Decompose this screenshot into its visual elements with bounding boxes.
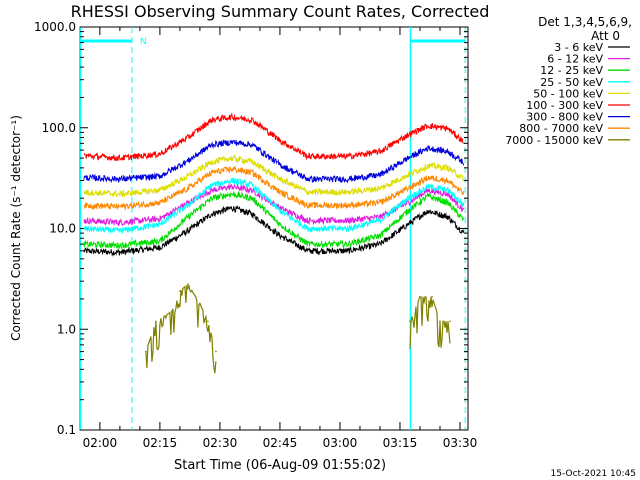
series-3-6keV: [83, 204, 465, 257]
plot-area: N 0.1 1.0 10.0 100.0 1000.0 02:00 02:15 02:30 02:…: [34, 20, 477, 450]
data-point: [199, 302, 201, 305]
legend-label: 100 - 300 keV: [526, 99, 603, 112]
series-25-50keV: [83, 177, 465, 234]
x-tick-label: 03:00: [323, 436, 358, 450]
data-point: [155, 320, 157, 323]
series-800-7000keV: [83, 165, 465, 211]
data-point: [171, 310, 173, 313]
legend-label: 3 - 6 keV: [554, 41, 603, 54]
series-300-800keV: [83, 139, 465, 184]
series-12-25keV: [83, 190, 465, 250]
legend-label: 7000 - 15000 keV: [505, 134, 603, 147]
series-line: [83, 153, 465, 199]
data-point: [439, 320, 441, 323]
data-point: [409, 320, 411, 323]
x-tick-label: 02:45: [263, 436, 298, 450]
series-line: [83, 112, 464, 162]
y-tick-label: 0.1: [57, 423, 76, 437]
series-burst-0: [145, 283, 217, 374]
series-line: [83, 139, 465, 184]
legend-label: 800 - 7000 keV: [519, 122, 603, 135]
y-tick-label: 10.0: [49, 222, 76, 236]
x-tick-label: 02:15: [143, 436, 178, 450]
data-point: [215, 350, 217, 353]
data-point: [187, 283, 189, 285]
data-point: [145, 350, 147, 353]
night-marker-label: N: [140, 37, 147, 47]
x-tick-label: 02:30: [203, 436, 238, 450]
data-point: [431, 295, 433, 298]
legend-header-line-2: Att 0: [591, 29, 620, 43]
legend-label: 25 - 50 keV: [540, 76, 603, 89]
legend-label: 12 - 25 keV: [540, 64, 603, 77]
series-100-300keV: [83, 112, 464, 162]
y-tick-label: 1000.0: [34, 20, 76, 34]
y-tick-label: 1.0: [57, 322, 76, 336]
series-line: [83, 177, 465, 234]
y-tick-label: 100.0: [42, 121, 76, 135]
series-50-100keV: [83, 153, 465, 199]
legend-label: 50 - 100 keV: [533, 87, 603, 100]
series-line: [83, 190, 465, 250]
series-burst-1: [409, 296, 451, 350]
data-point: [449, 320, 451, 323]
legend-label: 6 - 12 keV: [547, 53, 603, 66]
y-axis-label-text: Corrected Count Rate (s⁻¹ detector⁻¹): [9, 115, 23, 341]
series-line: [83, 204, 465, 257]
timestamp: 15-Oct-2021 10:45: [551, 469, 636, 479]
x-tick-label: 03:15: [383, 436, 418, 450]
data-point: [207, 320, 209, 323]
y-axis-label: Corrected Count Rate (s⁻¹ detector⁻¹): [9, 115, 23, 341]
x-tick-label: 02:00: [83, 436, 118, 450]
series-7000-15000keV: [145, 283, 451, 374]
chart-title: RHESSI Observing Summary Count Rates, Co…: [71, 2, 490, 21]
legend-label: 300 - 800 keV: [526, 111, 603, 124]
series-line: [83, 165, 465, 211]
data-point: [419, 295, 421, 298]
legend-header-line-1: Det 1,3,4,5,6,9,: [538, 15, 632, 29]
x-tick-label: 03:30: [443, 436, 478, 450]
data-point: [179, 290, 181, 292]
x-axis-label: Start Time (06-Aug-09 01:55:02): [174, 458, 386, 473]
